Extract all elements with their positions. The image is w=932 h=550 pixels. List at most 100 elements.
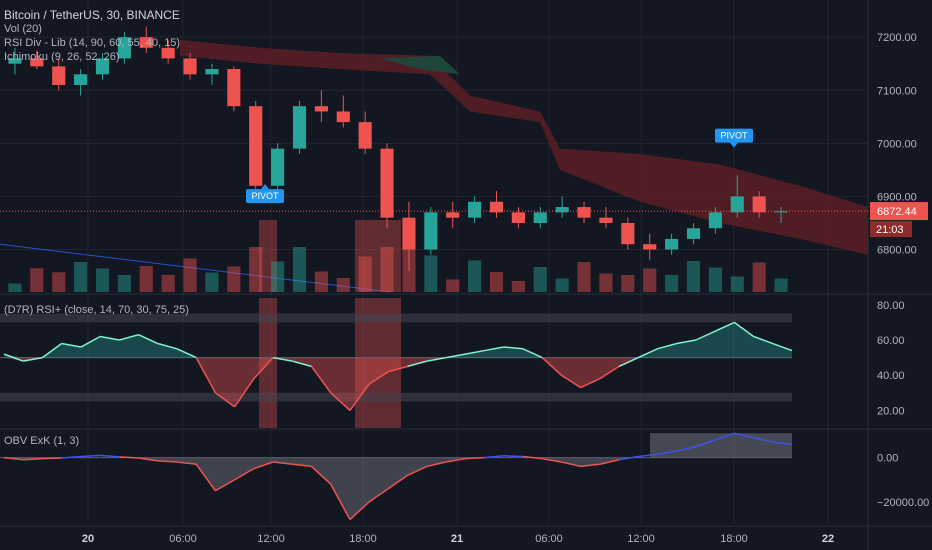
volume-bar: [95, 268, 110, 292]
rsi-legend: (D7R) RSI+ (close, 14, 70, 30, 75, 25): [4, 303, 189, 317]
obv-line-segment: [734, 432, 754, 439]
obv-line-segment: [657, 450, 677, 455]
obv-line-segment: [330, 483, 351, 520]
rsi-line-segment: [61, 342, 82, 348]
pivot-label: PIVOT: [251, 191, 279, 201]
candle-body: [292, 106, 307, 149]
obv-line-segment: [80, 454, 101, 458]
volume-bar: [424, 255, 438, 292]
volume-bar: [117, 275, 131, 292]
indicator-rsi-div[interactable]: RSI Div - Lib (14, 90, 60, 55, 40, 15): [4, 37, 181, 49]
main-legend: Bitcoin / TetherUS, 30, BINANCE Vol (20)…: [4, 8, 180, 64]
candle-body: [752, 196, 766, 213]
obv-line-segment: [695, 439, 716, 448]
obv-tick-label: 0.00: [877, 453, 898, 465]
obv-line-segment: [714, 432, 735, 441]
rsi-line-segment: [253, 357, 274, 380]
rsi-pane-title[interactable]: (D7R) RSI+ (close, 14, 70, 30, 75, 25): [4, 304, 189, 316]
candle-body: [249, 106, 263, 186]
obv-line-segment: [100, 454, 120, 458]
candle-body: [402, 217, 416, 250]
obv-line-segment: [215, 479, 236, 492]
rsi-line-segment: [23, 356, 43, 362]
candle-body: [686, 228, 701, 239]
obv-line-segment: [253, 461, 274, 470]
price-tick-label: 6800.00: [877, 245, 917, 257]
volume-bar: [489, 272, 504, 292]
obv-positive-area: [650, 433, 792, 458]
volume-bar: [8, 283, 22, 292]
rsi-line-segment: [41, 342, 63, 359]
rsi-line-segment: [349, 383, 370, 411]
symbol-title: Bitcoin / TetherUS, 30, BINANCE: [4, 8, 180, 22]
obv-line-segment: [426, 461, 447, 468]
volume-bar: [292, 247, 307, 292]
pivot-badge: [715, 128, 753, 143]
candle-body: [599, 217, 613, 223]
candle-body: [621, 222, 635, 245]
obv-line-segment: [522, 455, 543, 460]
volume-bar: [161, 275, 175, 292]
candle-body: [117, 37, 131, 59]
rsi-line-segment: [234, 378, 255, 408]
time-tick-label: 12:00: [257, 533, 285, 545]
volume-bar: [511, 281, 525, 292]
obv-line-segment: [3, 456, 24, 461]
rsi-line-segment: [330, 392, 351, 411]
obv-line-segment: [484, 455, 504, 459]
candle-body: [52, 66, 66, 85]
time-tick-label: 06:00: [169, 533, 197, 545]
rsi-line-segment: [176, 348, 197, 359]
indicator-ichimoku[interactable]: Ichimoku (9, 26, 52, 26): [4, 51, 120, 63]
rsi-line-segment: [733, 321, 755, 338]
obv-line-segment: [368, 487, 389, 503]
obv-line-segment: [234, 467, 255, 481]
pivot-arrow: [730, 142, 738, 148]
volume-bar: [446, 279, 460, 292]
volume-bar: [74, 262, 88, 292]
candle-body: [533, 212, 547, 223]
obv-line-segment: [23, 457, 43, 461]
rsi-line-segment: [541, 357, 562, 376]
volume-bar: [468, 260, 482, 292]
last-price-label: 6872.44: [877, 206, 917, 218]
volume-bar: [271, 261, 285, 292]
divergence-highlight-main: [355, 220, 401, 292]
rsi-line-segment: [580, 378, 601, 389]
rsi-line-segment: [714, 321, 735, 332]
volume-bar: [380, 247, 394, 292]
obv-pane-title[interactable]: OBV ExK (1, 3): [4, 435, 80, 447]
pivot-badge: [246, 189, 284, 204]
rsi-tick-label: 40.00: [877, 370, 905, 382]
rsi-line-segment: [138, 334, 159, 345]
candle-body: [643, 244, 657, 250]
volume-bar: [621, 275, 635, 292]
obv-line-segment: [542, 457, 562, 463]
candle-body: [314, 106, 328, 112]
rsi-line-segment: [560, 374, 581, 389]
obv-line-segment: [387, 474, 409, 490]
volume-bar: [752, 262, 766, 292]
rsi-line-segment: [657, 342, 677, 350]
obv-line-segment: [618, 455, 639, 461]
volume-bar: [139, 266, 153, 292]
rsi-bull-fill: [4, 322, 792, 358]
time-tick-label: 06:00: [535, 533, 563, 545]
obv-line-segment: [349, 501, 370, 521]
rsi-line-segment: [407, 360, 428, 368]
volume-bar: [730, 276, 744, 292]
volume-bar: [643, 268, 657, 292]
indicator-volume[interactable]: Vol (20): [4, 23, 42, 35]
candle-body: [336, 111, 350, 123]
candle-body: [30, 58, 44, 67]
price-tick-label: 7200.00: [877, 32, 917, 44]
candle-body: [161, 47, 175, 59]
candle-body: [95, 58, 110, 75]
rsi-line-segment: [195, 357, 217, 394]
rsi-tick-label: 20.00: [877, 405, 905, 417]
obv-line-segment: [292, 463, 312, 468]
obv-line-segment: [61, 455, 81, 459]
ichimoku-lagging-span: [0, 243, 391, 293]
rsi-line-segment: [119, 333, 139, 341]
